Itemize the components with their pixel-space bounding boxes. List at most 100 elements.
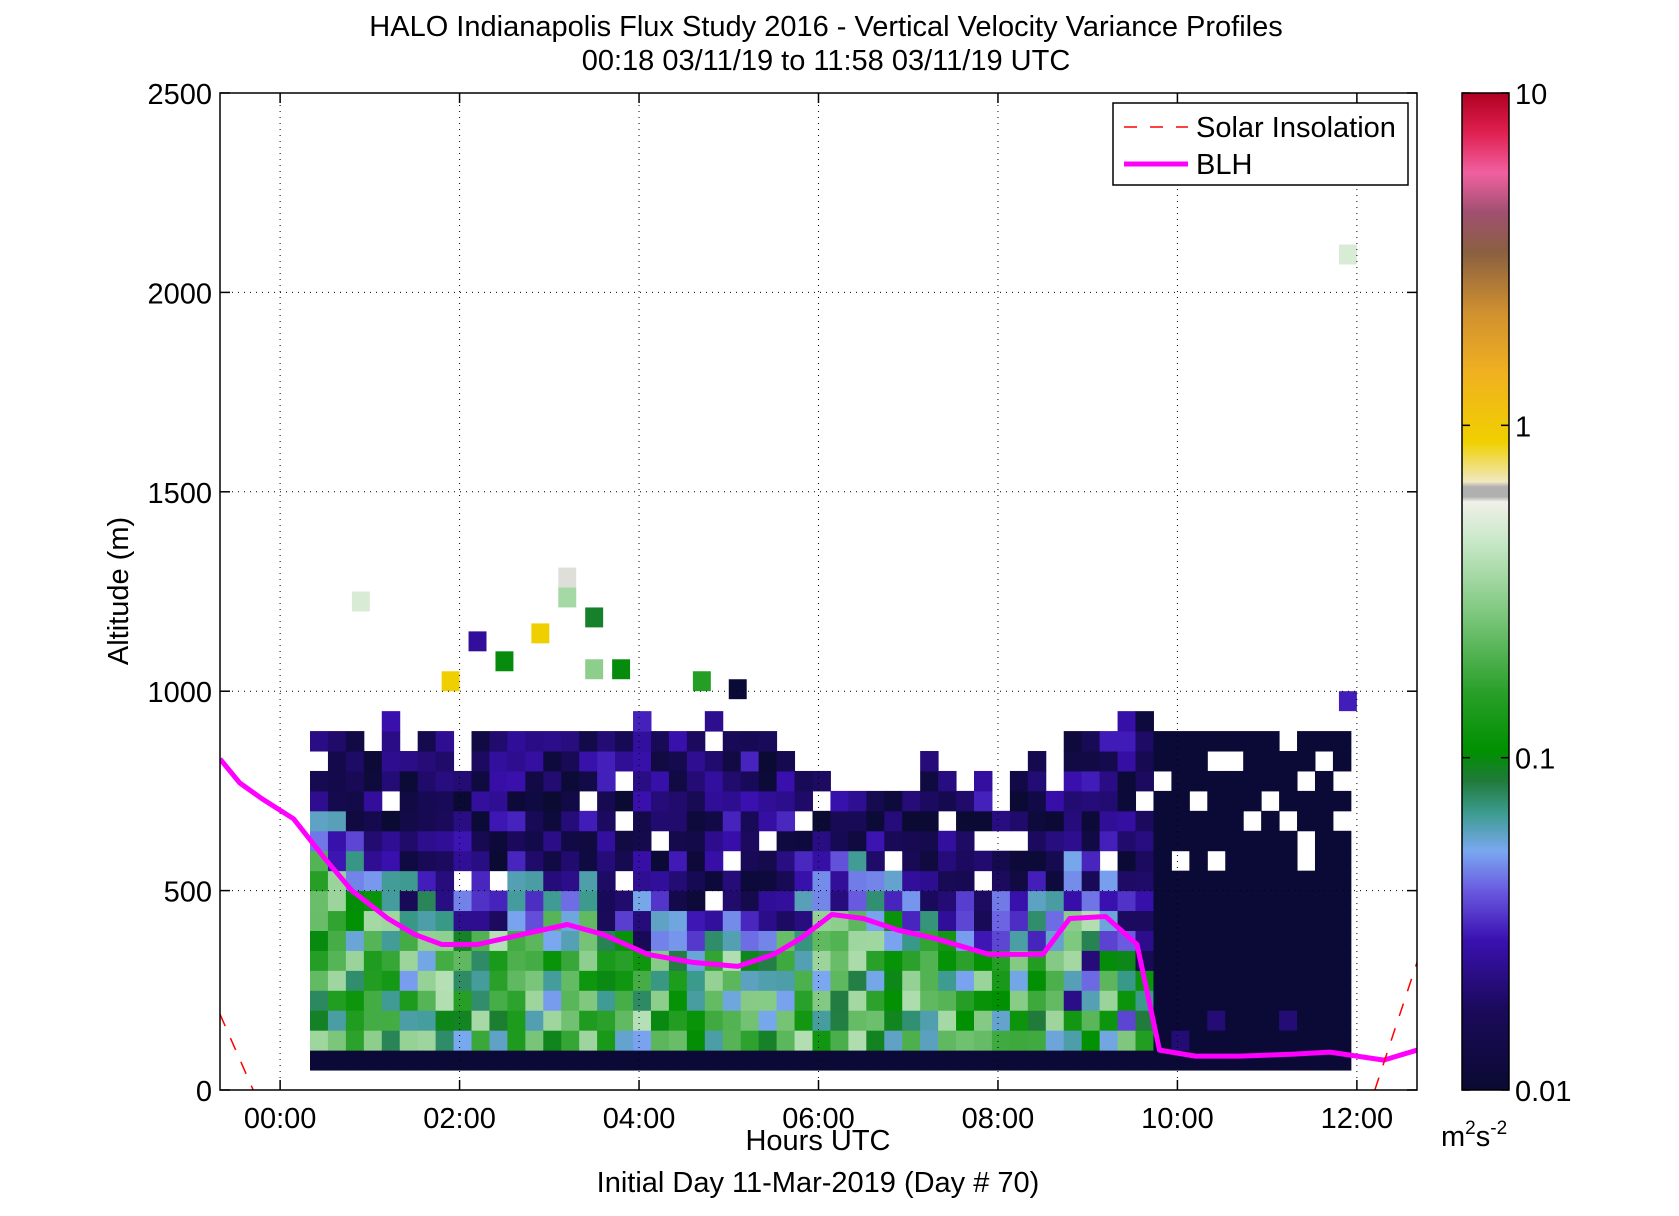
heatmap-cell xyxy=(1332,850,1352,872)
blh-line xyxy=(220,757,1417,1063)
heatmap-cell xyxy=(686,970,706,991)
heatmap-cell xyxy=(309,950,329,971)
heatmap-cell xyxy=(830,950,849,971)
heatmap-cell xyxy=(1279,910,1298,931)
heatmap-cell xyxy=(650,1050,670,1071)
heatmap-cell xyxy=(543,1050,562,1071)
heatmap-cell xyxy=(417,1050,437,1071)
heatmap-cell xyxy=(381,1050,401,1071)
heatmap-cell xyxy=(830,1050,849,1071)
heatmap-cell xyxy=(650,1030,670,1051)
colorbar-units: m2s-2 xyxy=(1441,1118,1507,1153)
heatmap-cell xyxy=(345,950,365,971)
heatmap-cell xyxy=(543,1010,562,1031)
heatmap-cell xyxy=(579,731,598,752)
heatmap-cell xyxy=(561,1050,580,1071)
heatmap-cell xyxy=(453,910,473,931)
colorbar-tick-label: 0.01 xyxy=(1515,1076,1571,1108)
heatmap-cell xyxy=(363,810,383,832)
heatmap-cell xyxy=(561,790,580,812)
heatmap-cell xyxy=(471,810,490,832)
heatmap-cell xyxy=(309,731,329,752)
heatmap-cell xyxy=(991,990,1011,1011)
heatmap-cell xyxy=(1332,790,1352,812)
heatmap-cell xyxy=(686,790,706,812)
heatmap-cell xyxy=(1099,770,1119,792)
heatmap-cell xyxy=(495,651,514,672)
heatmap-cell xyxy=(1171,790,1190,812)
heatmap-cell xyxy=(1332,910,1352,931)
heatmap-cell xyxy=(812,770,831,792)
heatmap-cell xyxy=(1207,930,1226,951)
heatmap-cell xyxy=(991,1050,1011,1071)
heatmap-cell xyxy=(1099,890,1119,912)
heatmap-cell xyxy=(489,970,508,991)
heatmap-cell xyxy=(597,1050,616,1071)
heatmap-cell xyxy=(776,790,796,812)
heatmap-cell xyxy=(345,751,365,772)
heatmap-cell xyxy=(1207,870,1226,892)
heatmap-cell xyxy=(1189,810,1208,832)
heatmap-cell xyxy=(920,1050,939,1071)
heatmap-cell xyxy=(704,910,724,931)
heatmap-cell xyxy=(1045,1050,1065,1071)
heatmap-cell xyxy=(1099,1050,1119,1071)
heatmap-cell xyxy=(543,731,562,752)
heatmap-cell xyxy=(417,1030,437,1051)
heatmap-cell xyxy=(345,910,365,931)
heatmap-cell xyxy=(920,810,939,832)
heatmap-cell xyxy=(812,850,831,872)
heatmap-cell xyxy=(1081,770,1101,792)
heatmap-cell xyxy=(650,990,670,1011)
heatmap-cell xyxy=(848,790,867,812)
heatmap-cell xyxy=(1261,1010,1280,1031)
heatmap-cell xyxy=(1297,1030,1316,1051)
heatmap-cell xyxy=(471,1030,490,1051)
heatmap-cell xyxy=(561,731,580,752)
heatmap-cell xyxy=(1117,731,1137,752)
heatmap-cell xyxy=(363,950,383,971)
heatmap-cell xyxy=(1314,850,1334,872)
heatmap-cell xyxy=(1063,1050,1083,1071)
heatmap-cell xyxy=(561,890,580,912)
heatmap-cell xyxy=(1189,751,1208,772)
heatmap-cell xyxy=(633,790,652,812)
heatmap-cell xyxy=(633,731,652,752)
heatmap-cell xyxy=(866,1030,885,1051)
heatmap-cell xyxy=(1099,930,1119,951)
heatmap-cell xyxy=(1171,950,1190,971)
heatmap-cell xyxy=(866,890,885,912)
heatmap-cell xyxy=(686,1050,706,1071)
heatmap-cell xyxy=(633,711,652,732)
heatmap-cell xyxy=(1243,790,1262,812)
heatmap-cell xyxy=(1207,790,1226,812)
legend-box xyxy=(1112,102,1409,186)
heatmap-cell xyxy=(1314,1010,1334,1031)
heatmap-cell xyxy=(309,810,329,832)
heatmap-cell xyxy=(561,850,580,872)
heatmap-cell xyxy=(776,970,796,991)
heatmap-cell xyxy=(1332,1010,1352,1031)
heatmap-cell xyxy=(722,830,742,852)
heatmap-cell xyxy=(1189,910,1208,931)
heatmap-cell xyxy=(1045,990,1065,1011)
heatmap-cell xyxy=(327,1030,347,1051)
heatmap-cell xyxy=(579,950,598,971)
heatmap-cell xyxy=(1297,810,1316,832)
heatmap-cell xyxy=(830,850,849,872)
heatmap-cell xyxy=(650,810,670,832)
heatmap-cell xyxy=(1027,1050,1047,1071)
colorbar-gradient xyxy=(1461,92,1510,1091)
heatmap-cell xyxy=(417,970,437,991)
heatmap-cell xyxy=(507,950,526,971)
heatmap-cell xyxy=(363,870,383,892)
heatmap-cell xyxy=(830,810,849,832)
heatmap-cell xyxy=(543,890,562,912)
heatmap-cell xyxy=(1314,950,1334,971)
heatmap-cell xyxy=(543,830,562,852)
heatmap-cell xyxy=(435,970,455,991)
heatmap-cell xyxy=(1314,930,1334,951)
x-tick-label: 08:00 xyxy=(962,1103,1035,1135)
heatmap-cell xyxy=(1045,910,1065,931)
heatmap-cell xyxy=(615,990,634,1011)
